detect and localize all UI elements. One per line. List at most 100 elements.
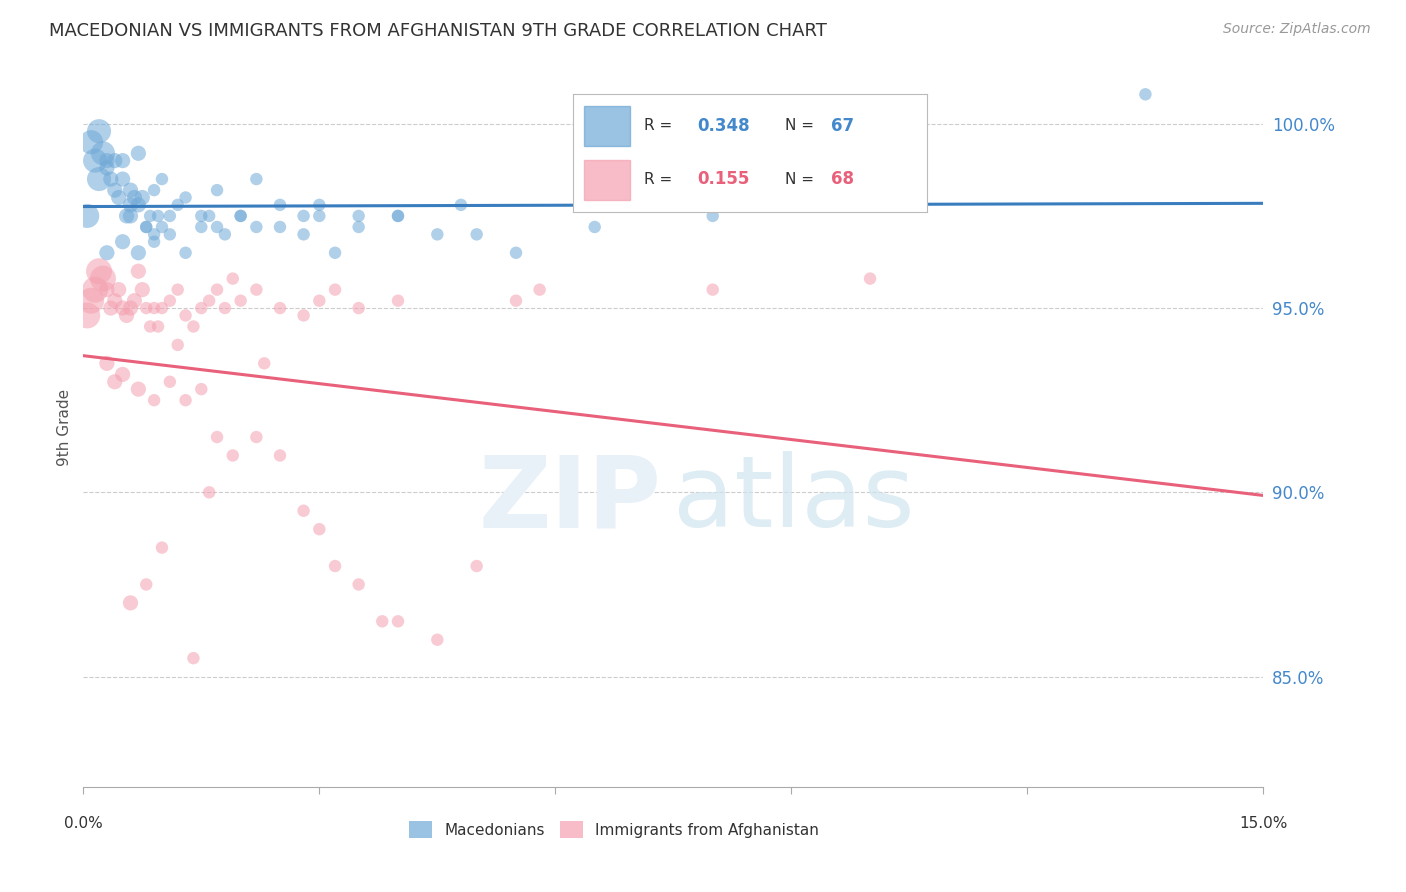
Point: [146, 209, 169, 223]
Point: [135, 219, 157, 234]
Point: [323, 245, 346, 260]
Point: [174, 309, 197, 323]
Point: [143, 235, 166, 249]
Point: [111, 301, 134, 315]
Point: [146, 319, 169, 334]
Point: [159, 227, 181, 242]
Point: [190, 301, 212, 315]
Point: [127, 382, 149, 396]
Point: [323, 283, 346, 297]
Point: [143, 227, 166, 242]
Point: [150, 172, 173, 186]
Point: [292, 309, 315, 323]
Point: [347, 301, 370, 315]
Point: [166, 338, 188, 352]
Point: [127, 198, 149, 212]
Point: [347, 219, 370, 234]
Point: [174, 393, 197, 408]
Point: [465, 227, 488, 242]
Text: ZIP: ZIP: [478, 451, 662, 549]
Point: [229, 293, 252, 308]
Point: [426, 632, 449, 647]
Point: [198, 485, 221, 500]
Point: [387, 615, 409, 629]
Point: [245, 430, 267, 444]
Point: [292, 209, 315, 223]
Point: [347, 577, 370, 591]
Point: [229, 209, 252, 223]
Point: [87, 172, 110, 186]
Point: [76, 209, 98, 223]
Point: [198, 209, 221, 223]
Point: [229, 209, 252, 223]
Point: [80, 135, 103, 149]
Point: [80, 293, 103, 308]
Point: [214, 301, 236, 315]
Point: [859, 271, 882, 285]
Point: [426, 227, 449, 242]
Text: 0.0%: 0.0%: [63, 816, 103, 830]
Point: [127, 264, 149, 278]
Point: [253, 356, 276, 370]
Point: [174, 190, 197, 204]
Point: [135, 577, 157, 591]
Point: [222, 271, 245, 285]
Point: [214, 227, 236, 242]
Point: [190, 382, 212, 396]
Text: 15.0%: 15.0%: [1239, 816, 1288, 830]
Point: [150, 541, 173, 555]
Point: [143, 393, 166, 408]
Point: [143, 183, 166, 197]
Point: [347, 209, 370, 223]
Point: [450, 198, 472, 212]
Point: [387, 209, 409, 223]
Point: [205, 219, 228, 234]
Point: [505, 293, 527, 308]
Point: [1135, 87, 1157, 102]
Point: [120, 209, 142, 223]
Point: [87, 124, 110, 138]
Point: [205, 430, 228, 444]
Point: [124, 190, 146, 204]
Point: [150, 219, 173, 234]
Point: [702, 283, 724, 297]
Legend: Macedonians, Immigrants from Afghanistan: Macedonians, Immigrants from Afghanistan: [404, 815, 825, 844]
Point: [190, 219, 212, 234]
Point: [104, 375, 127, 389]
Text: atlas: atlas: [673, 451, 915, 549]
Point: [166, 283, 188, 297]
Point: [371, 615, 394, 629]
Point: [100, 301, 122, 315]
Point: [205, 283, 228, 297]
Point: [269, 219, 291, 234]
Point: [323, 559, 346, 574]
Point: [245, 172, 267, 186]
Point: [111, 235, 134, 249]
Point: [91, 271, 114, 285]
Point: [96, 283, 118, 297]
Point: [91, 146, 114, 161]
Point: [269, 198, 291, 212]
Point: [111, 368, 134, 382]
Point: [308, 293, 330, 308]
Point: [190, 209, 212, 223]
Point: [702, 209, 724, 223]
Point: [111, 172, 134, 186]
Point: [222, 449, 245, 463]
Text: Source: ZipAtlas.com: Source: ZipAtlas.com: [1223, 22, 1371, 37]
Point: [245, 283, 267, 297]
Point: [120, 198, 142, 212]
Point: [100, 172, 122, 186]
Point: [84, 153, 107, 168]
Point: [131, 283, 153, 297]
Point: [120, 596, 142, 610]
Point: [269, 449, 291, 463]
Point: [115, 309, 138, 323]
Point: [174, 245, 197, 260]
Point: [166, 198, 188, 212]
Point: [96, 161, 118, 175]
Point: [159, 209, 181, 223]
Point: [583, 219, 606, 234]
Point: [135, 301, 157, 315]
Point: [76, 309, 98, 323]
